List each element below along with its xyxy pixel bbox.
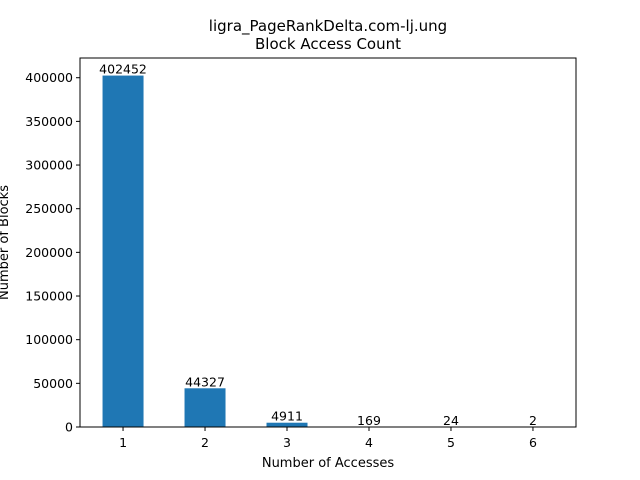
bar-3 bbox=[266, 422, 308, 427]
plot-frame bbox=[79, 57, 577, 428]
data-label-3: 4911 bbox=[271, 409, 303, 424]
y-tick-label: 250000 bbox=[25, 201, 73, 216]
x-tick-label: 3 bbox=[283, 435, 291, 450]
y-tick-label: 0 bbox=[65, 420, 73, 435]
x-axis: 1 2 3 4 5 6 bbox=[119, 427, 537, 450]
data-label-2: 44327 bbox=[185, 374, 225, 389]
x-axis-label: Number of Accesses bbox=[262, 456, 395, 471]
y-tick-label: 400000 bbox=[25, 70, 73, 85]
chart-subtitle: Block Access Count bbox=[255, 35, 401, 53]
x-tick-label: 1 bbox=[119, 435, 127, 450]
data-label-5: 24 bbox=[443, 413, 459, 428]
bar-2 bbox=[184, 388, 226, 427]
data-label-1: 402452 bbox=[99, 62, 147, 77]
data-label-6: 2 bbox=[529, 413, 537, 428]
chart-title: ligra_PageRankDelta.com-lj.ung bbox=[209, 17, 447, 36]
bar-1 bbox=[102, 75, 144, 427]
y-axis: 0 50000 100000 150000 200000 250000 300000 3500… bbox=[25, 70, 80, 435]
y-axis-label: Number of Blocks bbox=[0, 185, 12, 300]
x-tick-label: 5 bbox=[447, 435, 455, 450]
x-tick-label: 4 bbox=[365, 435, 373, 450]
y-tick-label: 150000 bbox=[25, 289, 73, 304]
x-tick-label: 2 bbox=[201, 435, 209, 450]
data-label-4: 169 bbox=[357, 413, 381, 428]
y-tick-label: 50000 bbox=[33, 376, 73, 391]
y-tick-label: 300000 bbox=[25, 158, 73, 173]
bars-group: 402452 44327 4911 169 24 2 bbox=[99, 62, 554, 428]
y-tick-label: 350000 bbox=[25, 114, 73, 129]
y-tick-label: 200000 bbox=[25, 245, 73, 260]
y-tick-label: 100000 bbox=[25, 332, 73, 347]
x-tick-label: 6 bbox=[529, 435, 537, 450]
